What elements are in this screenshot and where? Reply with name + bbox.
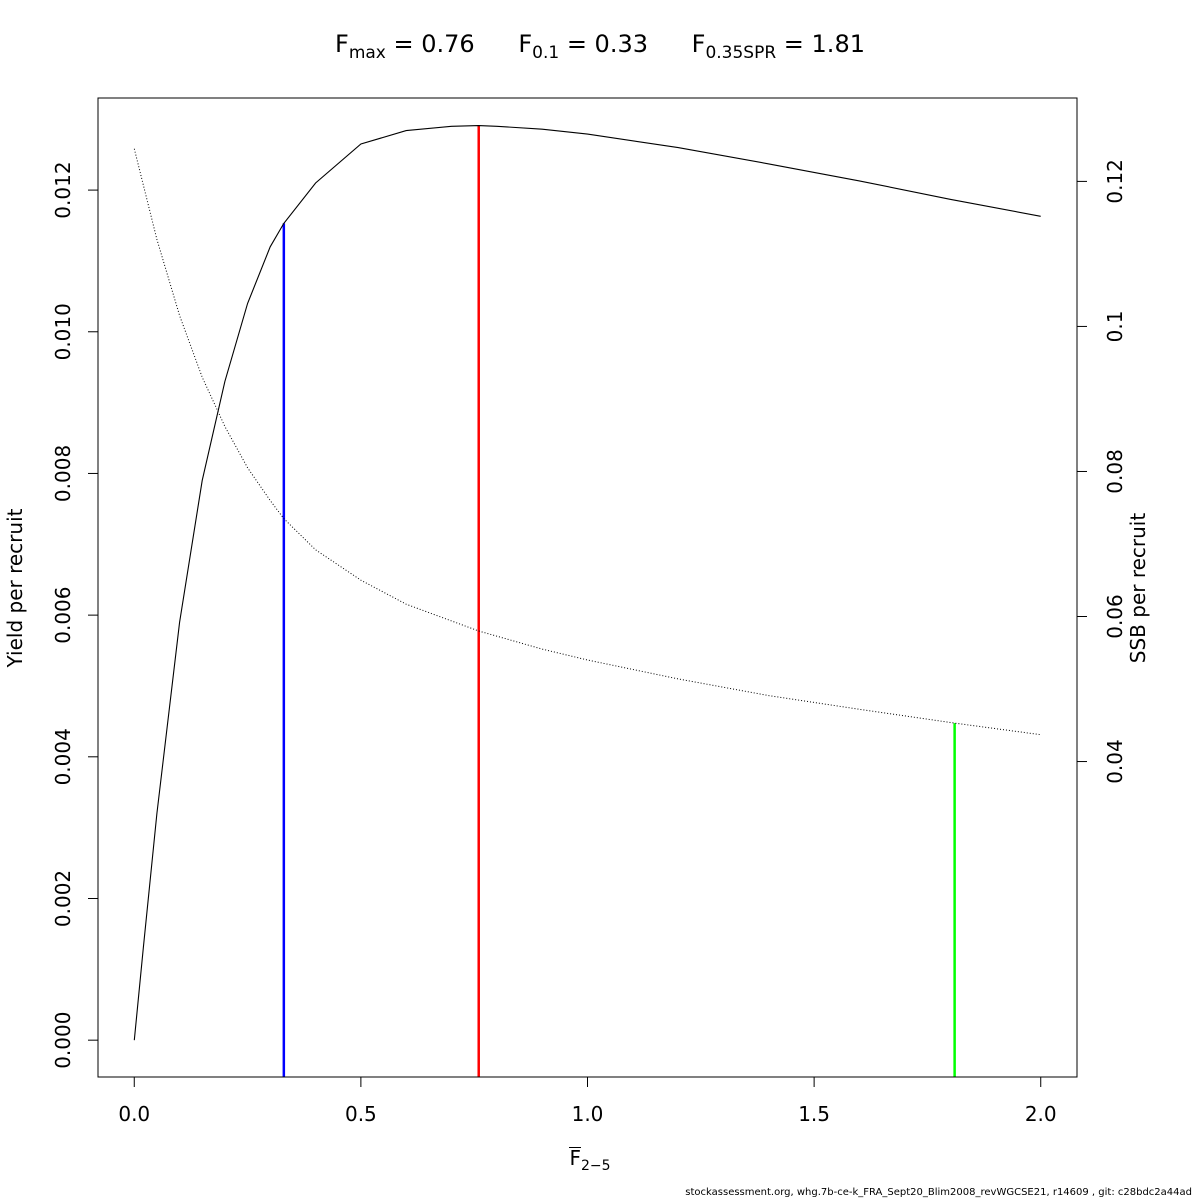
y2-tick-label: 0.1 (1103, 311, 1127, 343)
x-axis: 0.0 0.5 1.0 1.5 2.0 (118, 1076, 1057, 1126)
yield-per-recruit-curve (133, 125, 1041, 1041)
y-tick-label: 0.008 (51, 445, 75, 502)
plot-frame (97, 97, 1078, 1078)
y2-tick-label: 0.08 (1103, 449, 1127, 494)
x-tick-label: 2.0 (1025, 1102, 1057, 1126)
fspr-term: F0.35SPR = 1.81 (691, 30, 865, 63)
y-tick-label: 0.012 (51, 161, 75, 218)
footer-note: stockassessment.org, whg.7b-ce-k_FRA_Sep… (685, 1187, 1192, 1198)
reference-lines (282, 125, 956, 1077)
y-axis-label: Yield per recruit (3, 508, 27, 668)
y2-axis-label: SSB per recruit (1126, 513, 1150, 664)
y2-tick-label: 0.06 (1103, 594, 1127, 639)
y-tick-label: 0.010 (51, 303, 75, 360)
y2-tick-label: 0.04 (1103, 739, 1127, 784)
y-tick-label: 0.004 (51, 728, 75, 785)
y-tick-label: 0.006 (51, 586, 75, 643)
y2-tick-label: 0.12 (1103, 159, 1127, 204)
y-axis-left: 0.000 0.002 0.004 0.006 0.008 0.010 0.012 (51, 161, 98, 1069)
x-tick-label: 0.5 (345, 1102, 377, 1126)
y-tick-label: 0.000 (51, 1012, 75, 1069)
f01-term: F0.1 = 0.33 (518, 30, 648, 63)
x-tick-label: 1.0 (572, 1102, 604, 1126)
y-axis-right: 0.04 0.06 0.08 0.1 0.12 (1077, 159, 1127, 784)
chart-title: Fmax = 0.76 F0.1 = 0.33 F0.35SPR = 1.81 (0, 30, 1200, 63)
y-tick-label: 0.002 (51, 870, 75, 927)
x-axis-label: F2−5 (569, 1146, 611, 1174)
x-tick-label: 0.0 (118, 1102, 150, 1126)
fmax-term: Fmax = 0.76 (335, 30, 475, 63)
x-tick-label: 1.5 (798, 1102, 830, 1126)
series-layer (133, 125, 1041, 1041)
ssb-per-recruit-curve (133, 148, 1041, 736)
